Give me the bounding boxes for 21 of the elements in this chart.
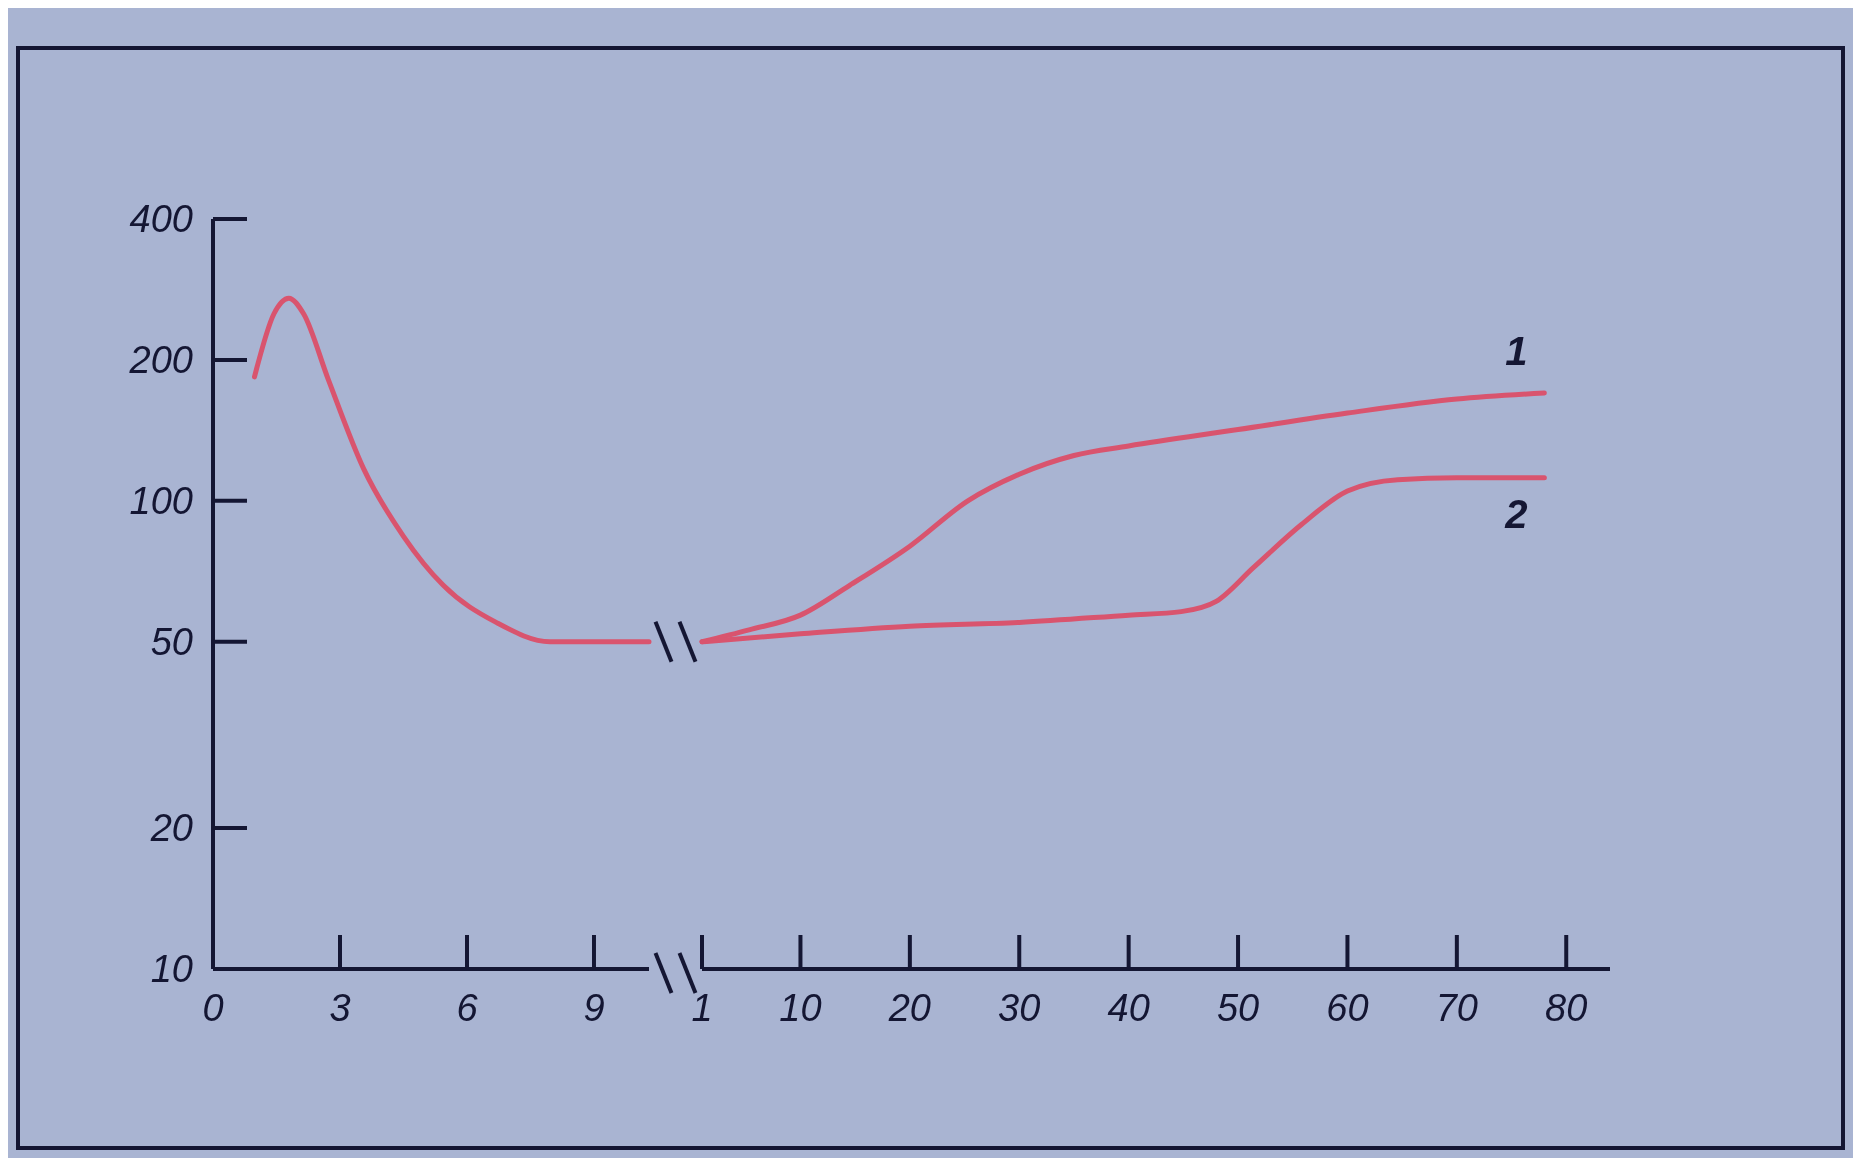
y-tick-label: 200: [128, 339, 193, 382]
y-tick-label: 20: [149, 807, 193, 850]
x-tick-label: 50: [1216, 987, 1260, 1029]
x-tick-label: 80: [1545, 987, 1588, 1029]
x-tick-label: 20: [887, 987, 931, 1029]
y-tick-label: 100: [129, 480, 193, 523]
x-tick-label: 30: [998, 987, 1041, 1029]
x-tick-label: 6: [456, 987, 479, 1029]
x-tick-label: 60: [1326, 987, 1369, 1029]
series-label: 1: [1505, 328, 1528, 373]
x-tick-label: 70: [1435, 987, 1478, 1029]
x-tick-label: 1: [691, 987, 713, 1029]
x-tick-label: 9: [583, 987, 605, 1029]
series-label: 2: [1504, 491, 1528, 536]
y-tick-label: 10: [150, 948, 193, 991]
x-tick-label: 40: [1107, 987, 1150, 1029]
y-tick-label: 400: [129, 198, 193, 241]
y-tick-label: 50: [150, 621, 193, 664]
x-tick-label: 0: [202, 987, 224, 1029]
x-tick-label: 3: [329, 987, 351, 1029]
x-tick-label: 10: [779, 987, 822, 1029]
